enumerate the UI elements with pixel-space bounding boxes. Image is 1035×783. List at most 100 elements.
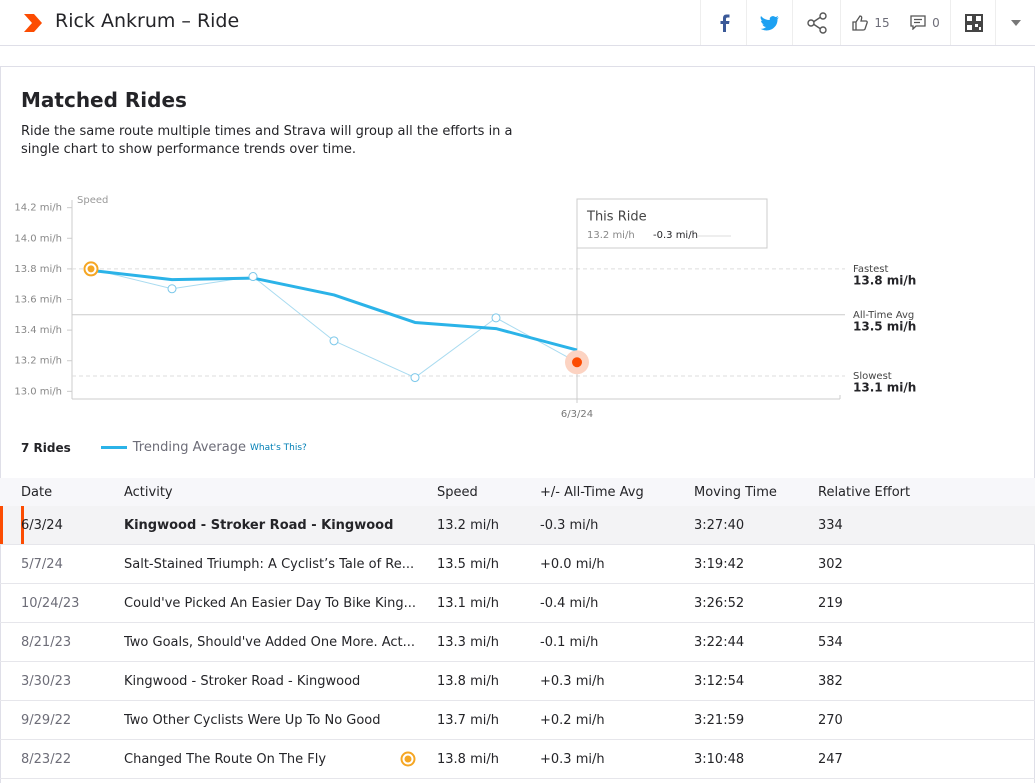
ride-count: 7 Rides xyxy=(21,440,71,455)
table-row: 8/21/23 Two Goals, Should've Added One Mo… xyxy=(0,622,1035,662)
legend: 7 Rides Trending Average What's This? xyxy=(21,440,307,455)
reference-name: Slowest xyxy=(853,371,892,382)
reference-name: Fastest xyxy=(853,264,888,275)
tooltip-speed: 13.2 mi/h xyxy=(587,230,635,241)
table-cell: -0.1 mi/h xyxy=(540,622,694,662)
table-cell: 3:22:44 xyxy=(694,622,818,662)
column-header: Speed xyxy=(437,478,540,506)
comments-button[interactable]: 0 xyxy=(900,0,950,45)
more-button[interactable] xyxy=(995,0,1035,45)
ride-line xyxy=(90,268,578,379)
table-cell: 13.1 mi/h xyxy=(437,583,540,623)
table-cell: 8/23/22 xyxy=(21,739,124,779)
reference-value: 13.1 mi/h xyxy=(853,381,916,395)
table-cell: 6/3/24 xyxy=(21,506,124,545)
table-cell: 3/30/23 xyxy=(21,661,124,701)
table-cell: 9/29/22 xyxy=(21,700,124,740)
kudos-button[interactable]: 15 xyxy=(840,0,901,45)
header-spacer xyxy=(0,478,21,506)
reference-value: 13.8 mi/h xyxy=(853,273,916,287)
table-cell: +0.3 mi/h xyxy=(540,739,694,779)
table-row: 8/23/22 Changed The Route On The Fly 13.8 … xyxy=(0,739,1035,779)
table-cell: 13.2 mi/h xyxy=(437,506,540,545)
table-cell: 3:26:52 xyxy=(694,583,818,623)
kudos-count: 15 xyxy=(874,15,890,30)
table-cell: 13.8 mi/h xyxy=(437,661,540,701)
column-header: Moving Time xyxy=(694,478,818,506)
table-cell: 302 xyxy=(818,544,1035,584)
reference-value: 13.5 mi/h xyxy=(853,319,916,333)
table-cell: 13.5 mi/h xyxy=(437,544,540,584)
help-link[interactable]: What's This? xyxy=(249,442,307,453)
page-title: Rick Ankrum – Ride xyxy=(55,10,240,32)
tooltip-diff: -0.3 mi/h xyxy=(653,230,698,241)
table-cell: 3:21:59 xyxy=(694,700,818,740)
current-ride-point xyxy=(572,357,582,368)
row-spacer xyxy=(0,544,21,584)
table-cell: 10/24/23 xyxy=(21,583,124,623)
header: Rick Ankrum – Ride 15 0 xyxy=(0,0,1035,46)
table-cell: 8/21/23 xyxy=(21,622,124,662)
twitter-button[interactable] xyxy=(746,0,793,45)
table-row: 6/3/24 Kingwood - Stroker Road - Kingwood… xyxy=(0,506,1035,545)
share-button[interactable] xyxy=(792,0,841,45)
row-spacer xyxy=(0,661,21,701)
table-cell: -0.3 mi/h xyxy=(540,506,694,545)
y-axis-title: Speed xyxy=(77,195,108,206)
legend-swatch xyxy=(100,446,127,449)
table-cell: +0.2 mi/h xyxy=(540,700,694,740)
ride-point xyxy=(491,313,501,323)
reference-name: All-Time Avg xyxy=(853,310,914,321)
table-cell: 270 xyxy=(818,700,1035,740)
table-cell: Could've Picked An Easier Day To Bike Ki… xyxy=(124,583,437,623)
column-header: Relative Effort xyxy=(818,478,1035,506)
table-row: 10/24/23 Could've Picked An Easier Day To… xyxy=(0,583,1035,623)
table-cell: Changed The Route On The Fly xyxy=(124,739,437,779)
table-cell: +0.3 mi/h xyxy=(540,661,694,701)
section-title: Matched Rides xyxy=(21,88,187,112)
table-cell: Kingwood - Stroker Road - Kingwood xyxy=(124,661,437,701)
logo[interactable] xyxy=(22,12,44,34)
tooltip-box xyxy=(576,198,768,249)
table-cell: 5/7/24 xyxy=(21,544,124,584)
ride-point xyxy=(248,272,258,282)
table-cell: 334 xyxy=(818,506,1035,545)
table-cell: Two Other Cyclists Were Up To No Good xyxy=(124,700,437,740)
table-row: 3/30/23 Kingwood - Stroker Road - Kingwoo… xyxy=(0,661,1035,701)
ride-point xyxy=(410,373,420,383)
trend-line xyxy=(90,268,578,352)
table-cell: -0.4 mi/h xyxy=(540,583,694,623)
table-cell: +0.0 mi/h xyxy=(540,544,694,584)
table-row: 5/7/24 Salt-Stained Triumph: A Cyclist’s … xyxy=(0,544,1035,584)
row-spacer xyxy=(0,700,21,740)
chart: Speed 13.0 mi/h 13.2 mi/h 13.4 mi/h 13.6 mi/… xyxy=(14,195,916,420)
table-cell: 247 xyxy=(818,739,1035,779)
section-description: Ride the same route multiple times and S… xyxy=(21,124,513,157)
y-tick-label: 14.2 mi/h xyxy=(14,203,62,214)
tooltip-title: This Ride xyxy=(586,210,647,225)
y-tick-label: 13.8 mi/h xyxy=(14,264,62,275)
table-cell: 3:27:40 xyxy=(694,506,818,545)
row-spacer xyxy=(0,739,21,779)
legend-label: Trending Average xyxy=(132,440,246,455)
table-cell: 13.8 mi/h xyxy=(437,739,540,779)
table-cell: 3:19:42 xyxy=(694,544,818,584)
comments-count: 0 xyxy=(932,15,940,30)
table-cell: 13.3 mi/h xyxy=(437,622,540,662)
best-effort-icon xyxy=(400,751,416,767)
column-header: +/- All-Time Avg xyxy=(540,478,694,506)
y-tick-label: 13.0 mi/h xyxy=(14,386,62,397)
best-ride-dot xyxy=(87,265,95,273)
table-header: Date Activity Speed +/- All-Time Avg Moving … xyxy=(0,478,1035,506)
y-tick-label: 14.0 mi/h xyxy=(14,233,62,244)
column-header: Activity xyxy=(124,478,437,506)
x-tick-label: 6/3/24 xyxy=(561,409,593,420)
facebook-button[interactable] xyxy=(700,0,747,45)
table-cell: Salt-Stained Triumph: A Cyclist’s Tale o… xyxy=(124,544,437,584)
qr-button[interactable] xyxy=(950,0,996,45)
ride-point xyxy=(167,284,177,294)
table-cell: 3:12:54 xyxy=(694,661,818,701)
table-cell: 13.7 mi/h xyxy=(437,700,540,740)
y-tick-label: 13.2 mi/h xyxy=(14,356,62,367)
